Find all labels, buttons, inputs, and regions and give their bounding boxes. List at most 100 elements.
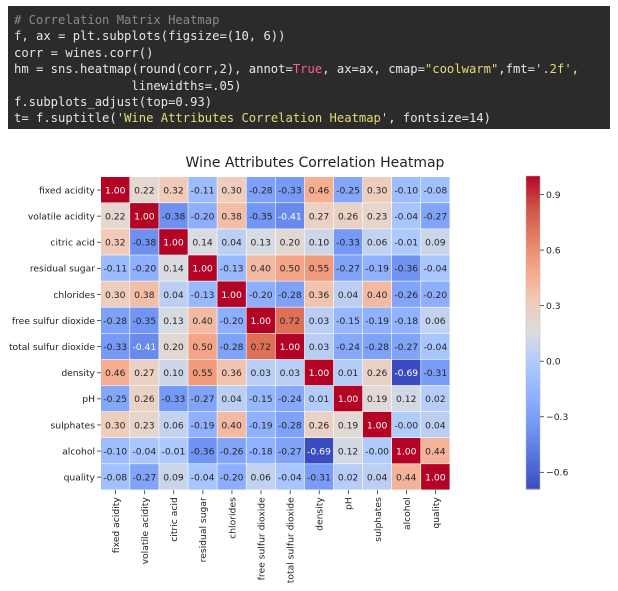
heatmap-cell	[159, 411, 188, 438]
cell-value-label: -0.26	[394, 290, 418, 301]
x-tick-label: free sulfur dioxide	[256, 497, 267, 580]
colorbar-segment	[526, 179, 540, 183]
cell-value-label: 0.26	[338, 211, 359, 222]
heatmap-cell	[362, 438, 392, 464]
heatmap-cell	[421, 359, 450, 386]
heatmap-cell	[188, 281, 217, 307]
heatmap-cell	[362, 464, 392, 490]
colorbar-segment	[526, 360, 540, 365]
cell-value-label: 1.00	[367, 420, 388, 431]
cell-value-label: 0.32	[163, 185, 183, 196]
cell-value-label: 1.00	[280, 342, 301, 353]
heatmap-cell	[130, 438, 159, 464]
colorbar-segment	[526, 304, 540, 309]
heatmap-cell	[217, 203, 246, 229]
heatmap-cell	[304, 411, 334, 438]
y-tick-label: total sulfur dioxide	[9, 342, 95, 353]
cell-value-label: -0.35	[249, 211, 273, 222]
colorbar-segment	[526, 307, 540, 312]
x-tick-label: quality	[431, 497, 442, 529]
x-tick-label: fixed acidity	[111, 497, 122, 554]
code-cell[interactable]: # Correlation Matrix Heatmap f, ax = plt.…	[8, 6, 610, 129]
colorbar-segment	[526, 470, 540, 474]
code-token: # Correlation Matrix Heatmap	[14, 13, 220, 27]
code-line: linewidths=.05)	[14, 78, 604, 94]
y-tick-label: density	[61, 368, 95, 379]
cell-value-label: -0.28	[103, 316, 127, 327]
x-tick-label: volatile acidity	[140, 497, 151, 565]
colorbar-segment	[526, 310, 540, 315]
heatmap-cell	[275, 229, 305, 255]
heatmap-cell	[304, 385, 334, 412]
cell-value-label: 0.12	[396, 394, 416, 405]
cell-value-label: 0.40	[251, 264, 272, 275]
cell-value-label: 0.03	[251, 368, 272, 379]
heatmap-cell	[130, 385, 159, 412]
heatmap-cell	[275, 385, 305, 412]
colorbar-segment	[526, 435, 540, 440]
heatmap-cell	[333, 281, 363, 307]
heatmap-cell	[101, 203, 130, 229]
y-tick-label: volatile acidity	[28, 211, 96, 222]
heatmap-cell	[275, 438, 305, 464]
heatmap-cell	[101, 411, 130, 438]
heatmap-cell	[246, 229, 275, 255]
colorbar-segment	[526, 204, 540, 208]
cell-value-label: 0.19	[367, 394, 388, 405]
cell-value-label: 0.22	[105, 211, 125, 222]
code-token: ,	[571, 62, 580, 77]
cell-value-label: -0.19	[365, 316, 389, 327]
heatmap-cell	[333, 203, 363, 229]
cell-value-label: -0.28	[249, 185, 273, 196]
colorbar-segment	[526, 442, 540, 446]
colorbar-segment	[526, 467, 540, 471]
heatmap-cell	[333, 464, 363, 490]
cell-value-label: -0.20	[191, 211, 215, 222]
cell-value-label: 1.00	[221, 290, 242, 301]
cell-value-label: -0.31	[307, 472, 331, 483]
heatmap-cell	[217, 281, 246, 307]
cell-value-label: 0.32	[105, 238, 125, 249]
cell-value-label: 0.46	[309, 185, 330, 196]
cell-value-label: -0.00	[365, 446, 389, 457]
colorbar-segment	[526, 407, 540, 412]
colorbar-segment	[526, 463, 540, 468]
colorbar-tick-label: 0.0	[546, 357, 561, 368]
cell-value-label: 0.03	[280, 368, 301, 379]
colorbar-segment	[526, 254, 540, 258]
cell-value-label: -0.25	[103, 394, 127, 405]
cell-value-label: 0.03	[309, 342, 330, 353]
heatmap-cell	[130, 229, 159, 255]
heatmap-cell	[304, 255, 334, 281]
colorbar-segment	[526, 395, 540, 399]
colorbar-segment	[526, 291, 540, 296]
cell-value-label: -0.28	[365, 342, 389, 353]
heatmap-cell	[333, 333, 363, 360]
cell-value-label: 0.40	[192, 316, 213, 327]
cell-value-label: 0.14	[192, 238, 213, 249]
heatmap-cell	[217, 255, 246, 281]
colorbar-segment	[526, 219, 540, 224]
code-line: t= f.suptitle('Wine Attributes Correlati…	[14, 110, 604, 126]
cell-value-label: 0.50	[192, 342, 213, 353]
colorbar-segment	[526, 222, 540, 227]
y-tick-label: citric acid	[50, 238, 95, 249]
colorbar-segment	[526, 226, 540, 230]
y-tick-label: free sulfur dioxide	[12, 316, 95, 327]
cell-value-label: 0.13	[251, 238, 272, 249]
cell-value-label: 0.30	[105, 290, 126, 301]
colorbar-segment	[526, 241, 540, 246]
cell-value-label: -0.04	[191, 472, 215, 483]
colorbar-segment	[526, 354, 540, 359]
colorbar-segment	[526, 341, 540, 346]
cell-value-label: 0.30	[367, 185, 388, 196]
colorbar-segment	[526, 273, 540, 277]
colorbar-segment	[526, 232, 540, 237]
heatmap-cell	[304, 281, 334, 307]
heatmap-cell	[421, 464, 450, 490]
cell-value-label: -0.18	[394, 316, 418, 327]
heatmap-cell	[304, 333, 334, 360]
heatmap-cell	[275, 307, 305, 333]
colorbar-segment	[526, 454, 540, 459]
colorbar-segment	[526, 432, 540, 437]
